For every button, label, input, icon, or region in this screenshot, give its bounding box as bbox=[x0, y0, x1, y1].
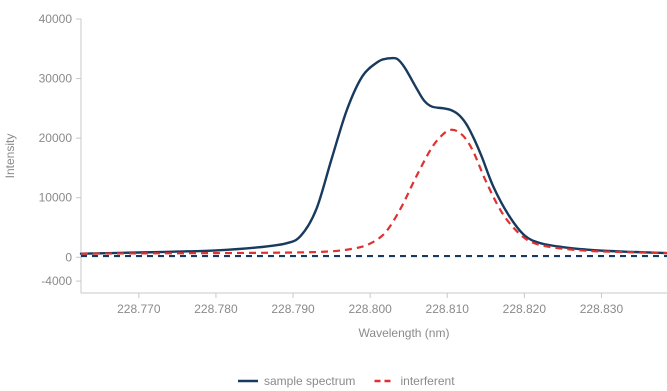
x-tick-label: 228.800 bbox=[348, 302, 392, 316]
x-tick-label: 228.780 bbox=[194, 302, 238, 316]
x-axis-title: Wavelength (nm) bbox=[359, 326, 450, 340]
y-tick-label: 20000 bbox=[39, 131, 73, 145]
x-tick-label: 228.790 bbox=[271, 302, 315, 316]
x-tick-label: 228.770 bbox=[117, 302, 161, 316]
legend-label: interferent bbox=[401, 374, 456, 388]
series-line-interferent bbox=[80, 128, 667, 255]
y-tick-label: 0 bbox=[65, 250, 72, 264]
legend: sample spectrum interferent bbox=[238, 374, 455, 388]
series-line-sample-spectrum bbox=[79, 56, 667, 255]
x-tick-label: 228.810 bbox=[426, 302, 470, 316]
labels-layer: 40000 30000 20000 10000 0 -4000 228.770 228.780… bbox=[3, 12, 623, 340]
x-tick-label: 228.820 bbox=[503, 302, 547, 316]
y-tick-label: 10000 bbox=[39, 191, 73, 205]
x-tick-label: 228.830 bbox=[580, 302, 624, 316]
axes-layer bbox=[76, 18, 667, 298]
y-tick-label: -4000 bbox=[41, 274, 72, 288]
series-layer bbox=[79, 56, 667, 258]
y-axis-title: Intensity bbox=[3, 134, 17, 179]
y-tick-label: 30000 bbox=[39, 72, 73, 86]
legend-label: sample spectrum bbox=[264, 374, 355, 388]
y-tick-label: 40000 bbox=[39, 12, 73, 26]
